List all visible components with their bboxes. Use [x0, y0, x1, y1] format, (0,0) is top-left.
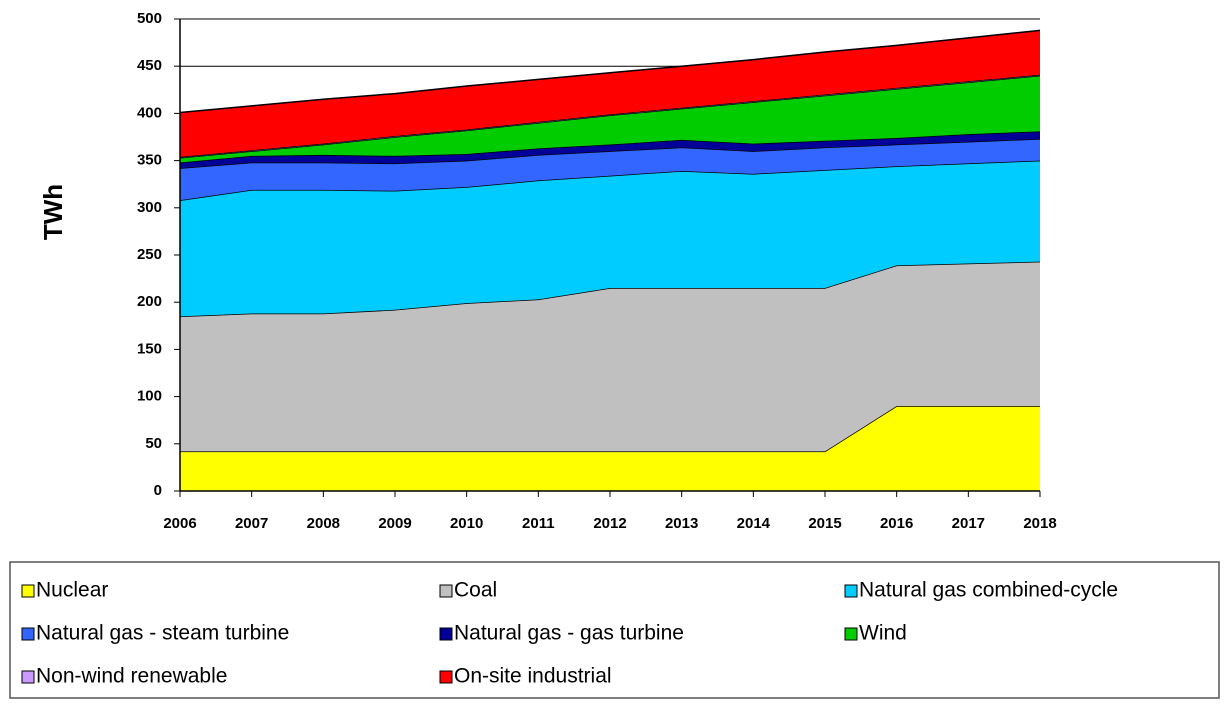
y-tick-label: 0: [154, 482, 162, 499]
legend-swatch: [21, 627, 35, 641]
x-tick-label: 2015: [808, 515, 841, 532]
legend-swatch: [439, 584, 453, 598]
y-tick-label: 450: [137, 57, 162, 74]
legend-swatch: [439, 627, 453, 641]
y-tick-label: 100: [137, 388, 162, 405]
x-tick-label: 2017: [952, 515, 985, 532]
legend-label: Natural gas - gas turbine: [454, 622, 684, 645]
y-tick-label: 200: [137, 293, 162, 310]
legend-label: Coal: [454, 579, 497, 602]
x-tick-label: 2008: [307, 515, 340, 532]
x-tick-label: 2016: [880, 515, 913, 532]
area: [180, 75, 1040, 163]
legend-label: Wind: [859, 622, 907, 645]
y-tick-label: 250: [137, 246, 162, 263]
x-tick-label: 2006: [163, 515, 196, 532]
y-tick-label: 150: [137, 340, 162, 357]
x-tick-label: 2018: [1023, 515, 1056, 532]
area: [180, 30, 1040, 157]
y-tick-label: 350: [137, 152, 162, 169]
area: [180, 74, 1040, 158]
legend-label: Natural gas combined-cycle: [859, 579, 1118, 602]
legend-swatch: [439, 670, 453, 684]
y-tick-label: 500: [137, 10, 162, 27]
y-tick-label: 400: [137, 104, 162, 121]
area: [180, 160, 1040, 317]
x-tick-label: 2014: [737, 515, 771, 532]
x-tick-label: 2012: [593, 515, 626, 532]
x-tick-label: 2011: [522, 515, 555, 532]
x-tick-label: 2009: [378, 515, 411, 532]
legend-swatch: [844, 627, 858, 641]
x-tick-label: 2013: [665, 515, 698, 532]
area-edge: [179, 29, 1041, 114]
area: [180, 138, 1040, 201]
legend-box: [9, 561, 1220, 699]
area: [180, 261, 1040, 452]
x-tick-label: 2010: [450, 515, 483, 532]
legend-label: On-site industrial: [454, 665, 612, 688]
legend-swatch: [844, 584, 858, 598]
y-tick-label: 50: [145, 435, 162, 452]
area: [180, 406, 1040, 491]
y-axis-label: TWh: [38, 184, 68, 240]
legend-label: Nuclear: [36, 579, 108, 602]
legend-swatch: [21, 584, 35, 598]
legend-swatch: [21, 670, 35, 684]
area: [180, 131, 1040, 169]
legend-label: Natural gas - steam turbine: [36, 622, 289, 645]
y-tick-label: 300: [137, 199, 162, 216]
legend-label: Non-wind renewable: [36, 665, 227, 688]
x-tick-label: 2007: [235, 515, 268, 532]
